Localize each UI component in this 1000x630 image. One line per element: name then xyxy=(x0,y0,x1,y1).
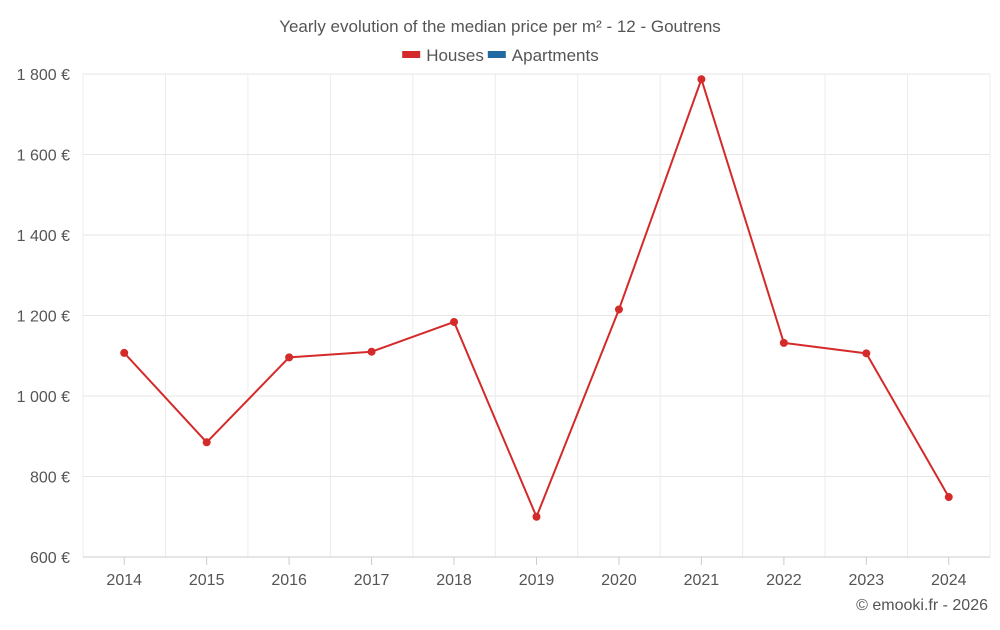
data-point[interactable] xyxy=(614,305,623,314)
y-tick-label: 600 € xyxy=(30,550,70,567)
x-tick-label: 2017 xyxy=(354,572,390,589)
data-point[interactable] xyxy=(285,353,294,362)
data-point[interactable] xyxy=(862,349,871,358)
y-tick-label: 800 € xyxy=(30,470,70,487)
data-point[interactable] xyxy=(944,493,953,502)
data-point[interactable] xyxy=(450,317,459,326)
grid xyxy=(82,73,991,558)
x-tick-label: 2014 xyxy=(106,572,142,589)
x-tick-label: 2016 xyxy=(271,572,307,589)
x-tick-label: 2018 xyxy=(436,572,472,589)
data-point[interactable] xyxy=(697,75,706,84)
data-point[interactable] xyxy=(367,347,376,356)
legend-swatch xyxy=(487,51,506,58)
legend-label: Apartments xyxy=(512,46,599,65)
legend-label: Houses xyxy=(426,46,484,65)
series-layer xyxy=(120,75,953,521)
data-point[interactable] xyxy=(120,348,129,357)
legend-item-apartments[interactable]: Apartments xyxy=(487,46,599,65)
x-tick-label: 2019 xyxy=(519,572,555,589)
x-tick-label: 2022 xyxy=(766,572,802,589)
data-point[interactable] xyxy=(202,438,211,447)
x-tick-label: 2023 xyxy=(849,572,885,589)
credit-text: © emooki.fr - 2026 xyxy=(856,597,988,614)
y-tick-label: 1 400 € xyxy=(17,228,70,245)
y-axis: 600 € 800 € 1 000 € 1 200 € 1 400 € 1 600 € 1 … xyxy=(17,67,70,567)
y-tick-label: 1 800 € xyxy=(17,67,70,84)
y-tick-label: 1 000 € xyxy=(17,389,70,406)
chart-title: Yearly evolution of the median price per… xyxy=(279,17,721,36)
x-tick-label: 2020 xyxy=(601,572,637,589)
legend-item-houses[interactable]: Houses xyxy=(402,46,484,65)
y-tick-label: 1 200 € xyxy=(17,309,70,326)
x-tick-label: 2021 xyxy=(684,572,720,589)
x-tick-label: 2024 xyxy=(931,572,967,589)
data-point[interactable] xyxy=(532,512,541,521)
x-axis: 2014 2015 2016 2017 2018 2019 2020 2021 2022 2023… xyxy=(83,556,990,589)
legend: Houses Apartments xyxy=(402,46,599,65)
y-tick-label: 1 600 € xyxy=(17,148,70,165)
legend-swatch xyxy=(402,51,421,58)
data-point[interactable] xyxy=(779,338,788,347)
x-tick-label: 2015 xyxy=(189,572,225,589)
